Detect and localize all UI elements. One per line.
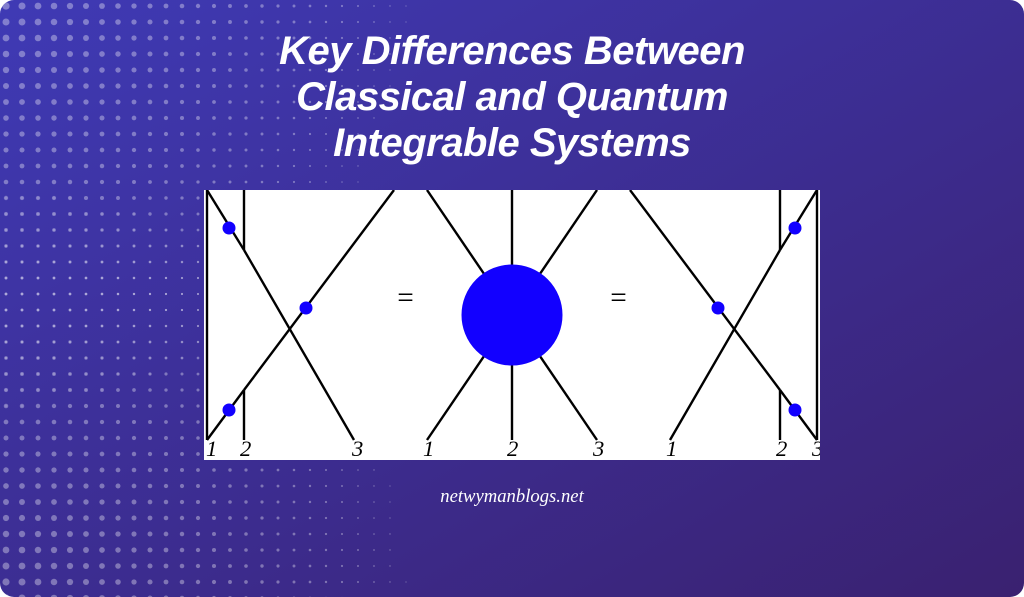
diagram-axis-label: 2 [776, 436, 787, 460]
page-title: Key Differences Between Classical and Qu… [202, 28, 822, 166]
diagram-small-node [300, 302, 312, 314]
diagram-axis-label: 1 [666, 436, 677, 460]
diagram-axis-label: 3 [592, 436, 604, 460]
diagram-line [244, 250, 354, 440]
diagram-small-node [789, 404, 801, 416]
diagram-big-node [462, 265, 562, 365]
diagram-panel-center: 1 2 3 [423, 190, 604, 460]
diagram-axis-label: 3 [351, 436, 363, 460]
yang-baxter-diagram: 123123123== [204, 190, 820, 460]
footer-credit: netwymanblogs.net [440, 486, 584, 508]
diagram-panel-right: 1 23 [630, 190, 820, 460]
diagram-axis-label: 3 [811, 436, 820, 460]
equals-symbol: = [610, 282, 627, 314]
diagram-small-node [223, 404, 235, 416]
diagram-small-node [712, 302, 724, 314]
diagram-line [780, 190, 817, 250]
diagram-line [670, 250, 780, 440]
equals-symbol: = [397, 282, 414, 314]
diagram-line [207, 190, 244, 250]
page-root: Key Differences Between Classical and Qu… [0, 0, 1024, 597]
diagram-axis-label: 2 [507, 436, 518, 460]
diagram-axis-label: 1 [423, 436, 434, 460]
diagram-small-node [789, 222, 801, 234]
diagram-axis-label: 2 [240, 436, 251, 460]
diagram-container: 123123123== [204, 190, 820, 460]
diagram-axis-label: 1 [206, 436, 217, 460]
diagram-panel-left: 12 3 [206, 190, 394, 460]
diagram-small-node [223, 222, 235, 234]
